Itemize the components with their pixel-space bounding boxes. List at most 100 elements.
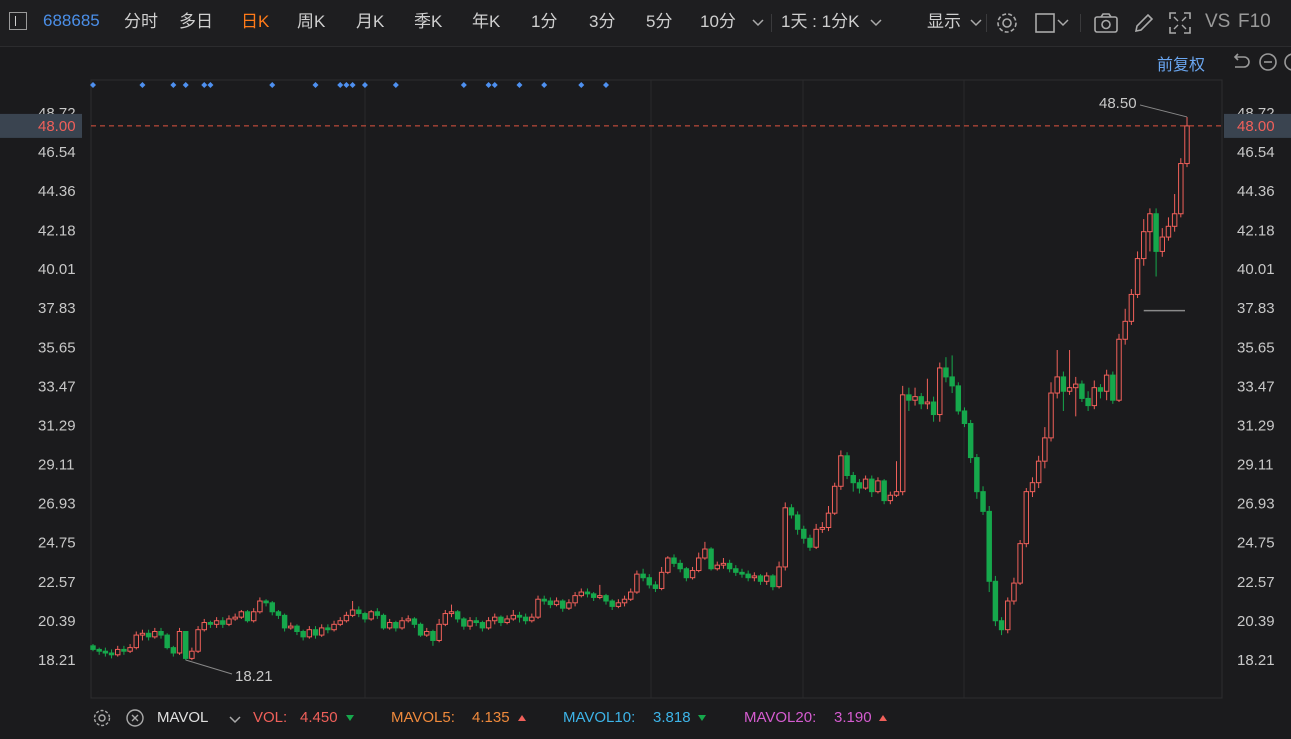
tab-yearly-k[interactable]: 年K [472,12,501,31]
candle-body [590,593,597,598]
candle-body [986,510,992,582]
candle-body [380,614,387,629]
tab-multiday[interactable]: 多日 [179,12,213,31]
high-leader-line [1139,104,1188,118]
candle-body [695,557,702,572]
y-tick-label-left: 31.29 [38,417,76,434]
zoom-out-icon[interactable] [1258,52,1278,72]
price-adjust-mode[interactable]: 前复权 [1157,57,1206,74]
candle-body [1134,258,1141,295]
kline-chart-area[interactable]: 48.72 48.72 46.54 46.54 44.36 44.36 42.18 42.18… [0,46,1291,699]
event-marker-icon [207,82,214,88]
down-arrow-icon [698,715,706,721]
candle-body [454,611,461,620]
y-tick-label-right: 33.47 [1237,378,1275,395]
candle-body [312,629,319,636]
y-tick-label-left: 40.01 [38,261,76,278]
candle-body [1178,163,1184,215]
candle-body [1035,460,1042,484]
symbol-code[interactable]: 688685 [43,11,100,30]
candle-body [1085,397,1091,407]
event-marker-icon [269,82,276,88]
candle-body [492,616,498,622]
candle-body [226,618,232,625]
chevron-down-icon[interactable] [751,15,765,29]
candle-body [665,557,671,573]
tab-1min[interactable]: 1分 [531,12,558,31]
candle-body [498,616,504,624]
candle-body [1091,387,1098,407]
tab-intraday[interactable]: 分时 [124,12,158,31]
gear-icon[interactable] [994,10,1020,36]
candle-body [374,611,381,616]
display-menu[interactable]: 显示 [927,12,961,31]
candle-body [195,629,201,652]
y-tick-label-left: 24.75 [38,535,76,552]
period-select[interactable]: 1天 : 1分K [781,12,860,31]
chevron-down-icon[interactable] [1056,15,1070,29]
event-marker-icon [460,82,467,88]
tab-daily-k[interactable]: 日K [241,12,270,31]
zoom-in-icon[interactable] [1283,52,1291,72]
tab-3min[interactable]: 3分 [589,12,616,31]
tab-weekly-k[interactable]: 周K [297,12,326,31]
y-tick-label-right: 24.75 [1237,535,1275,552]
chevron-down-icon[interactable] [228,712,242,726]
vol-label: VOL: [253,709,288,726]
toolbar: 688685 分时 多日 日K 周K 月K 季K 年K 1分 3分 5分 10分… [0,0,1291,47]
candle-body [899,394,906,493]
candle-body [621,598,628,604]
chevron-down-icon[interactable] [869,15,883,29]
candle-body [677,562,683,570]
tab-quarterly-k[interactable]: 季K [414,12,443,31]
candle-body [652,584,659,589]
gear-icon[interactable] [92,708,112,728]
tab-5min[interactable]: 5分 [646,12,673,31]
candle-body [980,491,986,512]
chevron-down-icon[interactable] [969,15,983,29]
undo-icon[interactable] [1230,52,1250,72]
candle-body [294,625,300,632]
event-marker-icon [182,82,189,88]
sidebar-toggle-icon[interactable] [9,12,27,30]
candle-body [1060,376,1067,392]
candle-body [615,602,622,607]
vs-compare-button[interactable]: VS [1205,11,1231,32]
candle-body [90,645,96,650]
mavol20-label: MAVOL20: [744,709,817,726]
candle-body [257,600,263,613]
camera-icon[interactable] [1093,10,1119,36]
candle-body [782,507,788,568]
tab-monthly-k[interactable]: 月K [356,12,385,31]
candle-body [300,630,306,638]
candle-body [325,627,331,631]
layout-square-icon[interactable] [1034,10,1060,36]
y-tick-label-right: 40.01 [1237,261,1275,278]
fullscreen-icon[interactable] [1167,10,1193,36]
pencil-icon[interactable] [1131,10,1157,36]
mavol5-value: 4.135 [472,709,510,726]
candle-body [399,620,405,629]
candle-body [535,598,541,618]
candle-body [522,616,529,622]
event-marker-icon [578,82,585,88]
candle-body [133,634,139,649]
indicator-name[interactable]: MAVOL [157,709,209,726]
candle-body [164,634,170,649]
candle-body [1054,376,1060,394]
candle-body [628,591,634,600]
candle-body [1005,600,1011,631]
f10-button[interactable]: F10 [1238,11,1271,32]
tab-10min[interactable]: 10分 [700,12,736,31]
candle-body [893,491,900,496]
candle-body [739,571,745,575]
candle-body [1147,213,1153,233]
candle-body [411,618,418,625]
candle-body [213,620,220,625]
candle-body [634,573,640,593]
candle-body [801,528,807,539]
candle-body [733,568,739,573]
event-marker-icon [603,82,610,88]
close-icon[interactable] [125,708,145,728]
